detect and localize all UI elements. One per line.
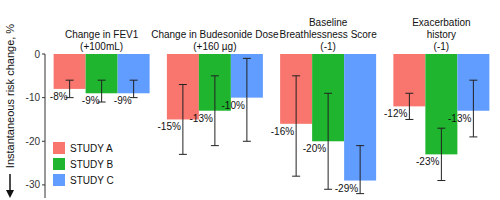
error-line bbox=[246, 58, 247, 141]
category-label: BaselineBreathlessness Score(-1) bbox=[279, 17, 377, 52]
marks bbox=[54, 54, 490, 194]
error-cap bbox=[243, 58, 251, 59]
legend: STUDY A STUDY B STUDY C bbox=[53, 142, 114, 186]
y-axis-label: Instantaneous risk change, % bbox=[4, 24, 16, 169]
data-label: -13% bbox=[448, 113, 471, 124]
category-line: (+100mL) bbox=[80, 41, 123, 52]
error-cap bbox=[469, 80, 477, 81]
error-line bbox=[409, 93, 410, 119]
error-cap bbox=[179, 84, 187, 85]
error-cap bbox=[405, 93, 413, 94]
error-cap bbox=[179, 154, 187, 155]
y-tick-label: -10 bbox=[26, 92, 41, 103]
error-cap bbox=[98, 80, 106, 81]
y-tick bbox=[42, 141, 45, 142]
legend-swatch bbox=[53, 174, 65, 186]
data-label: -15% bbox=[158, 121, 181, 132]
error-cap bbox=[437, 128, 445, 129]
error-cap bbox=[243, 141, 251, 142]
data-label: -12% bbox=[384, 108, 407, 119]
error-cap bbox=[292, 176, 300, 177]
category-line: Change in Budesonide Dose bbox=[151, 29, 279, 40]
error-cap bbox=[211, 145, 219, 146]
error-line bbox=[441, 128, 442, 180]
y-tick bbox=[42, 97, 45, 98]
error-cap bbox=[130, 80, 138, 81]
error-cap bbox=[324, 93, 332, 94]
legend-label: STUDY B bbox=[70, 159, 113, 170]
y-tick-label: 0 bbox=[34, 49, 40, 60]
category-label: Change in FEV1(+100mL) bbox=[65, 29, 139, 52]
error-line bbox=[360, 146, 361, 194]
error-bar bbox=[469, 80, 477, 137]
error-cap bbox=[469, 136, 477, 137]
legend-swatch bbox=[53, 142, 65, 154]
data-label: -20% bbox=[303, 143, 326, 154]
legend-label: STUDY C bbox=[70, 175, 114, 186]
legend-swatch bbox=[53, 158, 65, 170]
error-line bbox=[101, 80, 102, 102]
category-line: (-1) bbox=[434, 41, 450, 52]
legend-label: STUDY A bbox=[70, 143, 113, 154]
error-line bbox=[182, 85, 183, 155]
y-tick-label: -30 bbox=[26, 179, 41, 190]
error-cap bbox=[292, 75, 300, 76]
error-line bbox=[69, 80, 70, 97]
data-label: -9% bbox=[82, 95, 100, 106]
category-label: Change in Budesonide Dose(+160 µg) bbox=[151, 29, 279, 52]
category-line: (-1) bbox=[320, 41, 336, 52]
y-axis bbox=[45, 54, 46, 198]
error-cap bbox=[324, 189, 332, 190]
error-bar bbox=[437, 128, 445, 180]
category-line: (+160 µg) bbox=[193, 41, 236, 52]
error-cap bbox=[437, 180, 445, 181]
category-line: Breathlessness Score bbox=[279, 29, 377, 40]
error-cap bbox=[211, 75, 219, 76]
data-label: -8% bbox=[50, 91, 68, 102]
data-label: -13% bbox=[190, 113, 213, 124]
y-tick bbox=[42, 54, 45, 55]
data-label: -10% bbox=[222, 100, 245, 111]
y-tick-label: -20 bbox=[26, 136, 41, 147]
data-label: -9% bbox=[114, 95, 132, 106]
data-label: -23% bbox=[416, 156, 439, 167]
category-line: Change in FEV1 bbox=[65, 29, 139, 40]
category-label: Exacerbationhistory(-1) bbox=[412, 17, 470, 52]
category-line: Exacerbation bbox=[412, 17, 470, 28]
error-line bbox=[473, 80, 474, 137]
data-label: -29% bbox=[335, 183, 358, 194]
error-line bbox=[296, 76, 297, 176]
error-bar bbox=[179, 85, 187, 155]
y-tick bbox=[42, 184, 45, 185]
error-line bbox=[328, 93, 329, 189]
category-line: history bbox=[427, 29, 456, 40]
error-cap bbox=[66, 80, 74, 81]
y-arrow-head bbox=[6, 190, 14, 198]
chart: 0 -10 -20 -30 Instantaneous risk change, % Ch… bbox=[0, 0, 500, 200]
data-label: -16% bbox=[271, 126, 294, 137]
error-bar bbox=[324, 93, 332, 189]
error-bar bbox=[211, 76, 219, 146]
error-cap bbox=[356, 145, 364, 146]
error-line bbox=[133, 80, 134, 97]
error-line bbox=[214, 76, 215, 146]
category-line: Baseline bbox=[309, 17, 348, 28]
